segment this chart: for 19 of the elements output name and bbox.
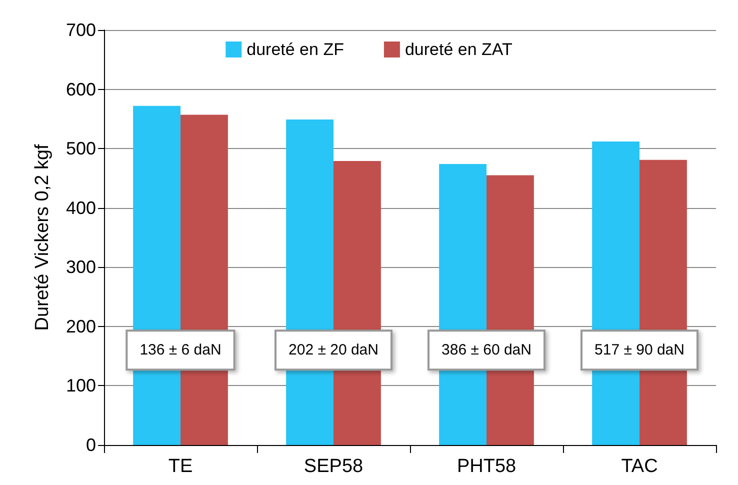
- y-tick-label: 500: [66, 138, 96, 159]
- y-tick-label: 0: [86, 435, 96, 455]
- x-tick-label: TE: [168, 456, 193, 477]
- legend-label: dureté en ZF: [246, 40, 344, 59]
- x-tick-label: SEP58: [304, 456, 364, 477]
- annotation: 136 ± 6 daN: [140, 342, 222, 359]
- annotation: 386 ± 60 daN: [442, 342, 532, 359]
- x-tick-label: PHT58: [456, 456, 516, 477]
- y-axis-title: Dureté Vickers 0,2 kgf: [32, 144, 53, 331]
- y-tick-label: 400: [66, 198, 96, 218]
- annotation: 517 ± 90 daN: [594, 342, 684, 359]
- annotation: 202 ± 20 daN: [288, 342, 378, 359]
- y-tick-label: 700: [66, 20, 96, 40]
- y-tick-label: 600: [66, 79, 96, 100]
- x-tick-label: TAC: [621, 456, 658, 477]
- y-tick-label: 100: [66, 376, 96, 396]
- y-tick-label: 300: [66, 257, 96, 278]
- y-tick-label: 200: [66, 316, 96, 336]
- legend-label: dureté en ZAT: [404, 40, 512, 59]
